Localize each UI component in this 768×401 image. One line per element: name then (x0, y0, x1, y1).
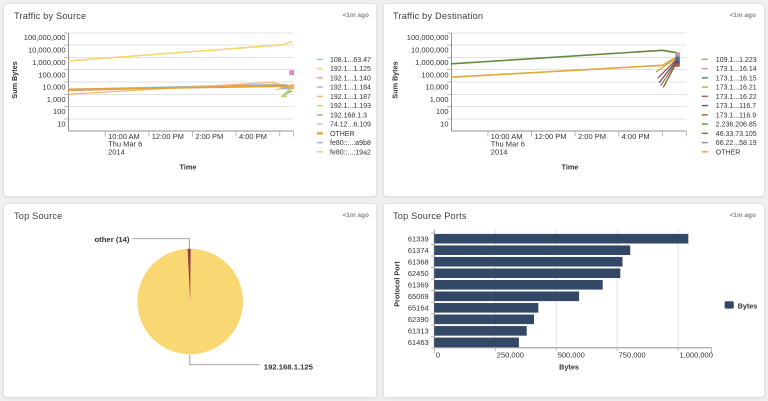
svg-text:173.1...16.22: 173.1...16.22 (716, 94, 757, 101)
svg-text:100,000: 100,000 (421, 71, 448, 80)
svg-text:1,000,000: 1,000,000 (680, 350, 713, 359)
svg-text:Bytes: Bytes (559, 363, 579, 372)
svg-text:100: 100 (53, 107, 66, 116)
svg-text:173.1...116.7: 173.1...116.7 (716, 103, 756, 110)
svg-text:fe80::...:19a2: fe80::...:19a2 (330, 149, 371, 156)
svg-text:750,000: 750,000 (619, 350, 646, 359)
svg-text:10: 10 (440, 119, 448, 128)
svg-text:250,000: 250,000 (497, 350, 524, 359)
svg-text:2014: 2014 (108, 147, 125, 156)
svg-text:Thu Mar 6: Thu Mar 6 (491, 140, 525, 149)
svg-text:0: 0 (436, 350, 440, 359)
svg-text:1,000,000: 1,000,000 (415, 58, 448, 67)
svg-text:100,000,000: 100,000,000 (407, 33, 449, 42)
svg-text:100,000: 100,000 (38, 71, 65, 80)
svg-text:65069: 65069 (408, 292, 429, 301)
svg-text:4:00 PM: 4:00 PM (239, 132, 267, 141)
svg-text:12:00 PM: 12:00 PM (152, 132, 184, 141)
svg-text:2:00 PM: 2:00 PM (195, 132, 223, 141)
svg-text:74.12...6.109: 74.12...6.109 (330, 122, 371, 129)
svg-text:12:00 PM: 12:00 PM (534, 132, 566, 141)
svg-text:1,000: 1,000 (47, 95, 66, 104)
svg-text:10,000: 10,000 (426, 83, 449, 92)
svg-text:100: 100 (436, 107, 449, 116)
svg-text:1,000: 1,000 (430, 95, 449, 104)
svg-text:2:00 PM: 2:00 PM (578, 132, 606, 141)
svg-text:192.1...1.125: 192.1...1.125 (330, 66, 371, 73)
svg-text:Thu Mar 6: Thu Mar 6 (108, 140, 142, 149)
svg-text:46.33.73.105: 46.33.73.105 (716, 131, 757, 138)
svg-text:1,000,000: 1,000,000 (32, 58, 65, 67)
svg-text:192.1...1.184: 192.1...1.184 (330, 85, 371, 92)
svg-text:OTHER: OTHER (330, 131, 355, 138)
svg-text:62390: 62390 (408, 315, 429, 324)
svg-text:100,000,000: 100,000,000 (24, 33, 66, 42)
svg-text:Time: Time (180, 162, 197, 171)
svg-text:66.22...58.19: 66.22...58.19 (716, 140, 757, 147)
svg-text:other (14): other (14) (94, 235, 129, 244)
svg-text:10,000,000: 10,000,000 (28, 46, 66, 55)
svg-text:2014: 2014 (491, 147, 508, 156)
svg-text:10,000: 10,000 (43, 83, 66, 92)
svg-text:61463: 61463 (408, 338, 429, 347)
svg-text:192.1...1.140: 192.1...1.140 (330, 75, 371, 82)
svg-text:OTHER: OTHER (716, 149, 741, 156)
svg-text:61368: 61368 (408, 257, 429, 266)
svg-text:10:00 AM: 10:00 AM (491, 132, 523, 141)
svg-text:Bytes: Bytes (738, 301, 758, 310)
svg-text:61369: 61369 (408, 280, 429, 289)
svg-text:10:00 AM: 10:00 AM (108, 132, 140, 141)
svg-text:173.1...16.15: 173.1...16.15 (716, 75, 757, 82)
svg-text:192.1...1.187: 192.1...1.187 (330, 94, 371, 101)
svg-text:61374: 61374 (408, 246, 429, 255)
svg-text:192.1...1.193: 192.1...1.193 (330, 103, 371, 110)
svg-text:108.1...63.47: 108.1...63.47 (330, 57, 371, 64)
svg-text:62450: 62450 (408, 269, 429, 278)
svg-text:10,000,000: 10,000,000 (411, 46, 449, 55)
svg-text:Protocol Port: Protocol Port (393, 261, 402, 307)
svg-text:Sum Bytes: Sum Bytes (390, 61, 399, 98)
svg-text:10: 10 (57, 119, 65, 128)
svg-text:4:00 PM: 4:00 PM (622, 132, 650, 141)
svg-text:Sum Bytes: Sum Bytes (10, 61, 19, 98)
svg-text:fe80::...:a9b8: fe80::...:a9b8 (330, 140, 371, 147)
svg-text:61339: 61339 (408, 234, 429, 243)
svg-text:Time: Time (562, 162, 579, 171)
svg-text:500,000: 500,000 (558, 350, 585, 359)
svg-text:173.1...16.14: 173.1...16.14 (716, 66, 757, 73)
svg-text:192.168.1.125: 192.168.1.125 (264, 362, 314, 371)
svg-text:173.1...116.9: 173.1...116.9 (716, 112, 756, 119)
svg-text:109.1...1.223: 109.1...1.223 (716, 57, 757, 64)
svg-text:192.168.1.3: 192.168.1.3 (330, 112, 367, 119)
svg-text:61313: 61313 (408, 327, 429, 336)
svg-text:2.236.206.85: 2.236.206.85 (716, 122, 757, 129)
svg-text:65164: 65164 (408, 304, 429, 313)
svg-text:173.1...16.21: 173.1...16.21 (716, 85, 757, 92)
